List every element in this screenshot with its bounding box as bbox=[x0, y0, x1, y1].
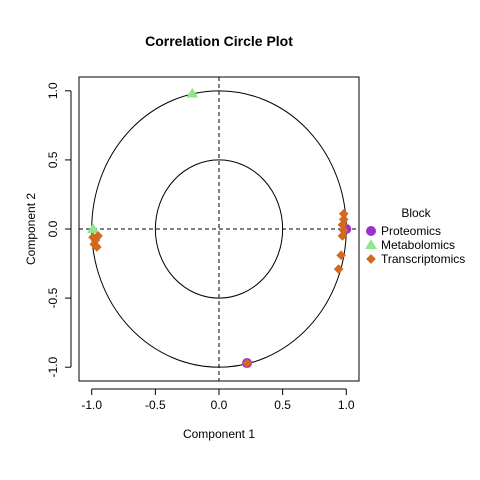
legend-metabolomics-marker bbox=[365, 239, 377, 249]
x-axis-label: Component 1 bbox=[183, 427, 255, 441]
legend-transcriptomics-marker bbox=[366, 254, 376, 264]
x-tick-label: -0.5 bbox=[145, 398, 166, 412]
x-axis: -1.0 -0.5 0.0 0.5 1.0 bbox=[81, 389, 355, 412]
y-tick-label: -0.5 bbox=[46, 287, 60, 308]
legend: Block ProteomicsMetabolomicsTranscriptom… bbox=[365, 206, 465, 266]
x-tick-label: 1.0 bbox=[338, 398, 355, 412]
legend-title: Block bbox=[401, 206, 431, 220]
x-tick-label: -1.0 bbox=[81, 398, 102, 412]
y-tick-label: 0.0 bbox=[46, 220, 60, 237]
chart-title: Correlation Circle Plot bbox=[145, 33, 293, 49]
legend-transcriptomics-label: Transcriptomics bbox=[381, 252, 465, 266]
x-tick-label: 0.5 bbox=[274, 398, 291, 412]
y-tick-label: -1.0 bbox=[46, 357, 60, 378]
legend-proteomics-marker bbox=[366, 226, 376, 236]
y-tick-label: 0.5 bbox=[46, 151, 60, 168]
y-axis-label: Component 2 bbox=[24, 193, 38, 265]
x-tick-label: 0.0 bbox=[211, 398, 228, 412]
y-axis: -1.0 -0.5 0.0 0.5 1.0 bbox=[46, 82, 71, 377]
legend-metabolomics-label: Metabolomics bbox=[381, 238, 455, 252]
metabolomics-point bbox=[87, 223, 99, 233]
legend-proteomics-label: Proteomics bbox=[381, 224, 441, 238]
y-tick-label: 1.0 bbox=[46, 82, 60, 99]
reference-lines bbox=[79, 77, 359, 381]
